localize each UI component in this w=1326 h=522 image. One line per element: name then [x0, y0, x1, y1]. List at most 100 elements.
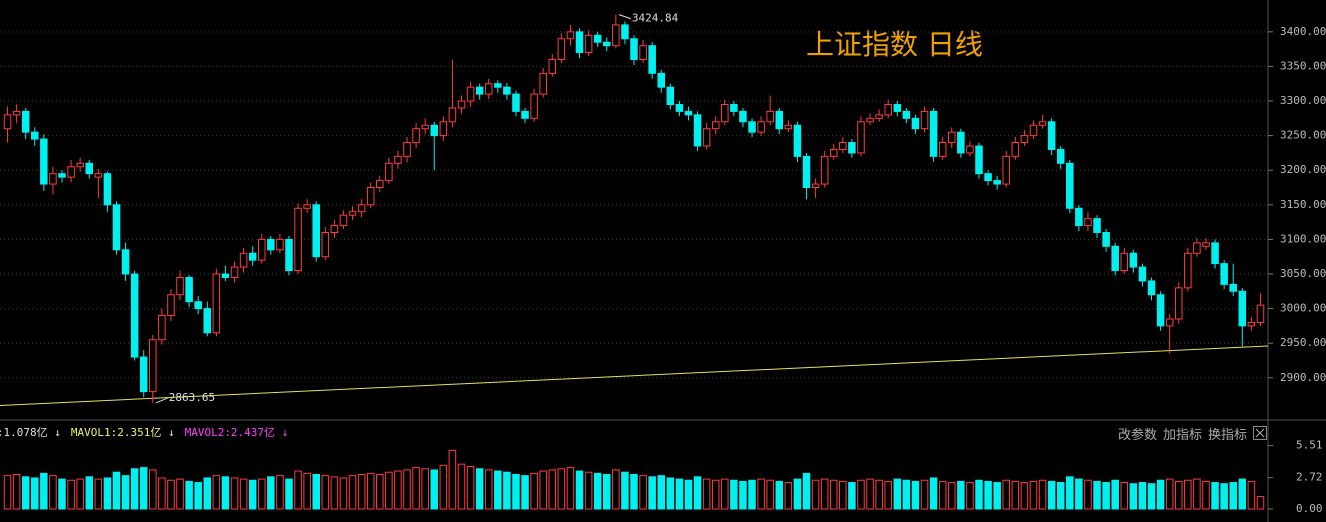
volume-bar	[321, 475, 330, 510]
volume-bar	[1029, 480, 1038, 510]
button[interactable]: 改参数	[1118, 428, 1158, 443]
volume-bar	[593, 472, 602, 510]
candle-body	[748, 121, 756, 133]
volume-bar	[3, 475, 12, 510]
candle-body	[40, 138, 48, 185]
volume-bar	[820, 478, 829, 510]
volume-bar	[1093, 480, 1101, 510]
candle-body	[721, 103, 729, 123]
candle-body	[884, 103, 892, 116]
candle-body	[548, 59, 557, 74]
candle-body	[421, 124, 429, 130]
volume-bar	[339, 477, 348, 510]
volume-bar	[902, 479, 911, 510]
candle-body	[130, 273, 139, 358]
volume-bar	[829, 479, 838, 510]
volume-legend: MAVOL2:2.437亿 ↓	[185, 426, 289, 439]
volume-bar	[475, 468, 484, 510]
candle-body	[829, 148, 838, 157]
volume-bar	[648, 476, 656, 510]
volume-bar	[802, 472, 811, 510]
volume-bar	[484, 469, 493, 510]
volume-bar	[430, 469, 439, 510]
candle-body	[1193, 242, 1201, 254]
volume-bar	[857, 479, 865, 510]
candle-body	[602, 41, 611, 47]
button[interactable]: 换指标	[1208, 428, 1248, 443]
volume-bar	[366, 472, 375, 510]
volume-bar	[1247, 480, 1256, 510]
volume-bar	[76, 478, 84, 510]
volume-bar	[602, 474, 611, 510]
candle-body	[1184, 252, 1192, 289]
candle-body	[466, 86, 475, 102]
candle-body	[412, 128, 420, 144]
candle-body	[612, 24, 620, 47]
volume-bar	[1075, 478, 1083, 510]
volume-bar	[94, 478, 103, 510]
candle-body	[820, 155, 829, 185]
volume-bar	[666, 477, 675, 510]
volume-bar	[276, 475, 284, 510]
volume-tick-label: 5.51	[1296, 439, 1323, 452]
button[interactable]: 加指标	[1163, 428, 1203, 443]
volume-bar	[31, 477, 39, 510]
candle-body	[21, 110, 30, 133]
volume-bar	[394, 470, 402, 510]
volume-bar	[966, 482, 974, 510]
volume-bar	[267, 476, 275, 510]
volume-bar	[257, 478, 266, 510]
candle-body	[521, 110, 529, 119]
candle-body	[430, 124, 439, 137]
volume-bar	[294, 470, 302, 510]
annotation-arrow	[618, 14, 632, 20]
volume-bar	[612, 469, 620, 510]
volume-bar	[630, 474, 638, 510]
close-button[interactable]	[1253, 426, 1267, 440]
volume-bar	[539, 470, 547, 510]
candle-body	[1047, 121, 1056, 150]
volume-bar	[1211, 482, 1219, 510]
y-tick-label: 3300.00	[1280, 94, 1326, 107]
y-tick-label: 3400.00	[1280, 25, 1326, 38]
candle-body	[475, 86, 484, 95]
candle-body	[394, 155, 402, 164]
volume-bar	[185, 480, 193, 510]
volume-bar	[421, 468, 429, 510]
candle-body	[239, 252, 248, 268]
y-tick-label: 3350.00	[1280, 59, 1326, 72]
candle-body	[1165, 318, 1174, 327]
volume-bar	[1202, 480, 1210, 510]
candle-body	[693, 114, 702, 147]
candle-body	[1256, 304, 1265, 323]
volume-bar	[811, 479, 820, 510]
candle-body	[1093, 218, 1101, 233]
volume-legend: VOL:1.078亿 ↓	[0, 426, 61, 439]
volume-bar	[1147, 483, 1156, 510]
candle-body	[957, 131, 965, 154]
candle-body	[975, 145, 983, 175]
candle-body	[339, 214, 348, 227]
volume-bar	[1193, 478, 1201, 510]
volume-bar	[1220, 483, 1228, 510]
volume-bar	[911, 480, 920, 510]
candle-body	[1084, 218, 1092, 227]
candle-body	[494, 83, 502, 88]
volume-bar	[521, 475, 529, 510]
candle-body	[194, 301, 202, 310]
candle-body	[920, 110, 929, 130]
volume-bar	[403, 469, 411, 510]
volume-bar	[957, 480, 965, 510]
volume-bar	[575, 470, 584, 510]
candle-body	[121, 249, 130, 275]
volume-bar	[385, 471, 393, 510]
volume-bar	[139, 467, 148, 510]
volume-bar	[1111, 479, 1119, 510]
candle-body	[76, 162, 84, 168]
volume-bar	[494, 470, 502, 510]
volume-bar	[1138, 482, 1147, 510]
volume-bar	[1256, 496, 1265, 510]
volume-bar	[330, 476, 339, 510]
